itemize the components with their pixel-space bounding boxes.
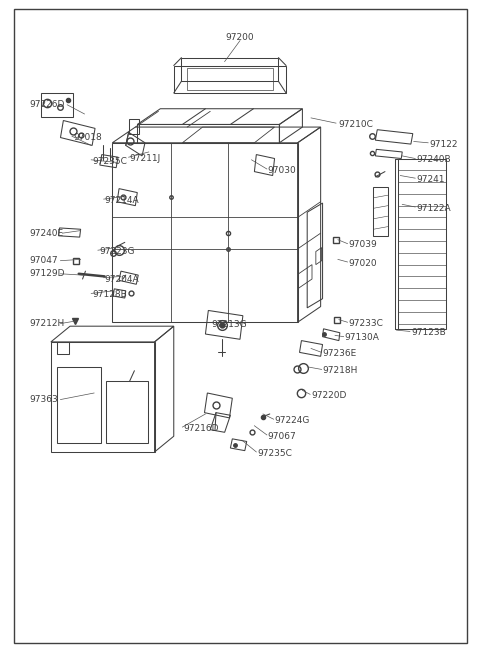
Text: 97128B: 97128B <box>92 290 127 299</box>
Text: 97210C: 97210C <box>338 120 373 129</box>
Text: 97020: 97020 <box>348 259 377 268</box>
Text: 97241: 97241 <box>417 175 445 184</box>
Text: 97123B: 97123B <box>411 328 445 337</box>
Text: 97200: 97200 <box>226 33 254 43</box>
Text: 97030: 97030 <box>268 166 297 175</box>
Text: 97220D: 97220D <box>311 391 347 400</box>
Text: 97211J: 97211J <box>130 154 161 163</box>
Text: 97216D: 97216D <box>183 424 219 433</box>
Text: 97233C: 97233C <box>348 319 384 328</box>
Text: 97213G: 97213G <box>211 320 247 329</box>
Text: 97122: 97122 <box>430 140 458 149</box>
Text: 97224G: 97224G <box>275 416 310 425</box>
Text: 97122A: 97122A <box>417 204 451 213</box>
Text: 97018: 97018 <box>73 133 102 142</box>
Text: 97235C: 97235C <box>92 157 127 166</box>
Text: 97240E: 97240E <box>30 229 64 238</box>
Text: 97039: 97039 <box>348 240 377 250</box>
Text: 97218H: 97218H <box>323 366 358 375</box>
Text: 97223G: 97223G <box>99 247 134 256</box>
Text: 97214A: 97214A <box>105 196 139 205</box>
Text: 97226D: 97226D <box>30 100 65 109</box>
Text: 97067: 97067 <box>268 432 297 441</box>
Text: 97240B: 97240B <box>417 155 451 164</box>
Text: 97212H: 97212H <box>30 319 65 328</box>
Text: 97129D: 97129D <box>30 269 65 278</box>
Text: 97236E: 97236E <box>323 349 357 358</box>
Text: 97235C: 97235C <box>257 449 292 458</box>
Text: 97047: 97047 <box>30 256 59 265</box>
Text: 97363: 97363 <box>30 395 59 404</box>
Text: 97204A: 97204A <box>105 274 139 284</box>
Text: 97130A: 97130A <box>345 333 380 343</box>
